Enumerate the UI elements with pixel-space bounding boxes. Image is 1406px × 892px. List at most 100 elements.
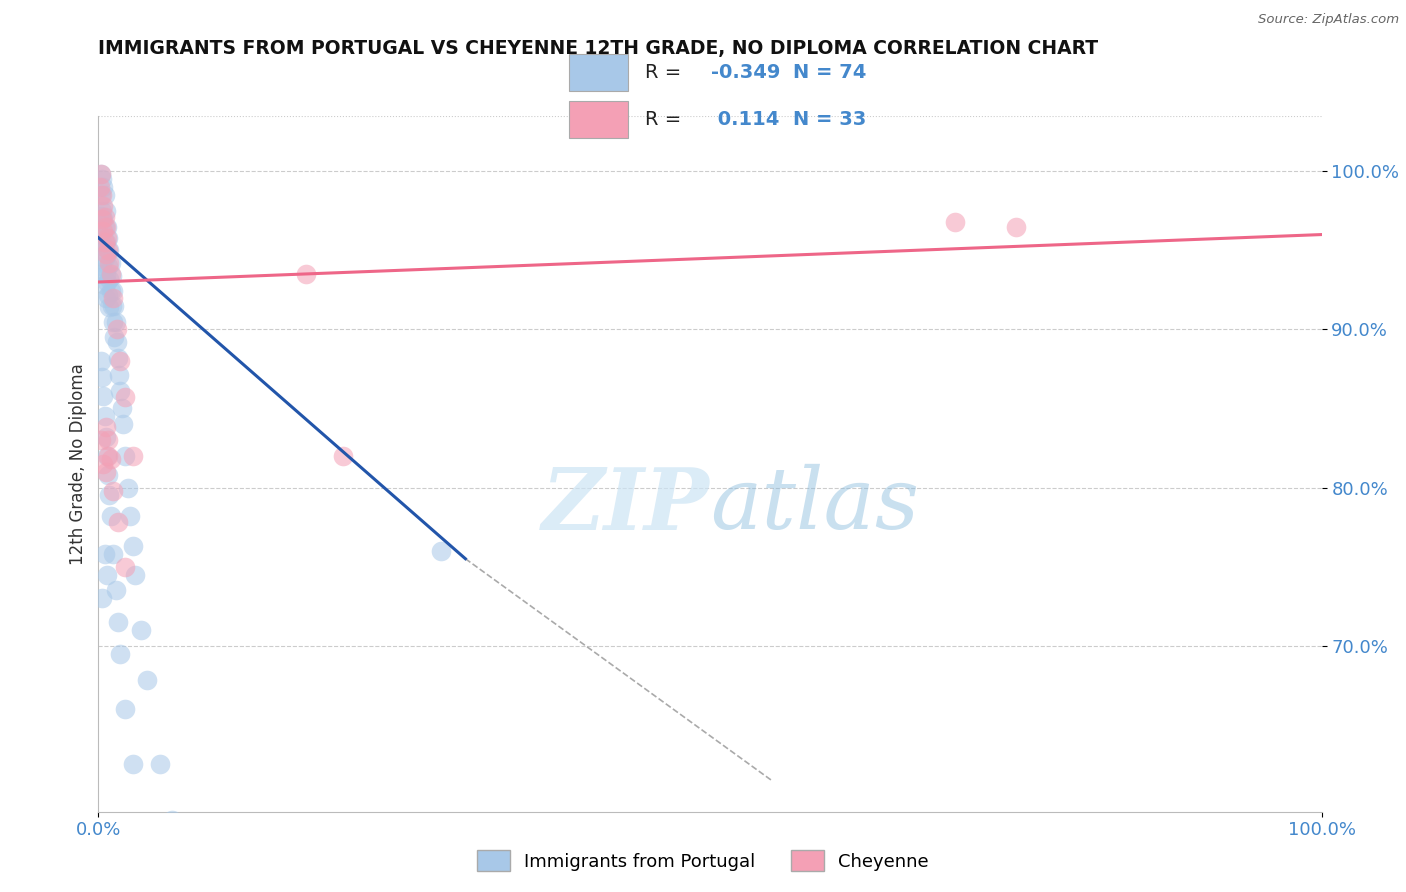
Point	[124, 567, 146, 582]
Text: N = 33: N = 33	[793, 110, 866, 129]
Y-axis label: 12th Grade, No Diploma: 12th Grade, No Diploma	[69, 363, 87, 565]
Point	[94, 465, 117, 479]
Point	[91, 591, 114, 606]
Text: R =: R =	[644, 62, 681, 82]
Point	[107, 516, 129, 530]
Point	[110, 647, 132, 661]
Point	[136, 673, 159, 688]
Point	[91, 172, 114, 186]
Text: N = 74: N = 74	[793, 62, 866, 82]
Point	[89, 211, 111, 226]
Point	[103, 299, 125, 313]
Point	[91, 211, 114, 226]
Point	[105, 334, 128, 349]
Point	[111, 417, 134, 432]
Point	[93, 252, 115, 266]
Point	[295, 267, 318, 281]
Point	[90, 209, 112, 223]
Point	[114, 391, 136, 405]
Point	[97, 244, 120, 258]
Point	[91, 180, 114, 194]
Point	[96, 449, 118, 463]
Point	[104, 583, 127, 598]
Point	[91, 457, 114, 471]
Point	[91, 259, 114, 273]
Point	[90, 168, 112, 182]
Point	[98, 244, 121, 258]
Legend: Immigrants from Portugal, Cheyenne: Immigrants from Portugal, Cheyenne	[470, 843, 936, 879]
Point	[96, 219, 118, 234]
Point	[107, 351, 129, 365]
Point	[96, 230, 118, 244]
Point	[160, 813, 183, 827]
Point	[104, 314, 127, 328]
Point	[97, 230, 120, 244]
Point	[93, 409, 115, 424]
Point	[91, 267, 114, 281]
Point	[121, 757, 143, 772]
Point	[129, 623, 152, 637]
Point	[100, 508, 122, 523]
Point	[97, 449, 120, 463]
Point	[90, 354, 112, 368]
Point	[98, 256, 121, 270]
Point	[93, 547, 115, 561]
Text: atlas: atlas	[710, 464, 920, 547]
Point	[90, 168, 112, 182]
Point	[97, 467, 120, 482]
Point	[93, 188, 115, 202]
Point	[91, 240, 114, 254]
Point	[100, 285, 122, 299]
Point	[89, 227, 111, 242]
Text: Source: ZipAtlas.com: Source: ZipAtlas.com	[1258, 13, 1399, 27]
Point	[90, 433, 112, 447]
Text: IMMIGRANTS FROM PORTUGAL VS CHEYENNE 12TH GRADE, NO DIPLOMA CORRELATION CHART: IMMIGRANTS FROM PORTUGAL VS CHEYENNE 12T…	[98, 39, 1098, 58]
Point	[94, 246, 117, 260]
Point	[100, 452, 122, 467]
Point	[103, 330, 125, 344]
Point	[97, 259, 120, 273]
Bar	[568, 54, 628, 91]
Point	[89, 180, 111, 194]
Point	[100, 256, 122, 270]
Point	[101, 299, 124, 313]
Point	[94, 219, 117, 234]
Point	[430, 543, 453, 558]
Point	[96, 246, 118, 260]
Point	[117, 481, 139, 495]
Point	[114, 702, 136, 716]
Point	[101, 268, 124, 283]
Point	[332, 449, 354, 463]
Point	[129, 815, 152, 830]
Point	[121, 449, 143, 463]
Point	[94, 291, 117, 305]
Point	[96, 567, 118, 582]
Point	[101, 547, 124, 561]
Point	[94, 420, 117, 434]
Point	[108, 368, 131, 383]
Point	[121, 539, 143, 553]
Point	[98, 272, 121, 286]
Point	[149, 757, 172, 772]
Point	[101, 291, 124, 305]
Point	[91, 224, 114, 238]
Point	[91, 203, 114, 218]
Point	[90, 188, 112, 202]
Text: 0.114: 0.114	[710, 110, 779, 129]
Point	[110, 384, 132, 398]
Point	[120, 508, 142, 523]
Point	[91, 389, 114, 403]
Point	[100, 267, 122, 281]
Point	[91, 211, 114, 226]
Point	[107, 615, 129, 629]
Point	[94, 235, 117, 250]
Point	[101, 314, 124, 328]
Point	[94, 430, 117, 444]
Point	[98, 488, 121, 502]
Point	[101, 285, 124, 299]
Text: -0.349: -0.349	[710, 62, 780, 82]
Point	[114, 559, 136, 574]
Point	[111, 401, 134, 416]
Point	[91, 188, 114, 202]
Point	[91, 235, 114, 250]
